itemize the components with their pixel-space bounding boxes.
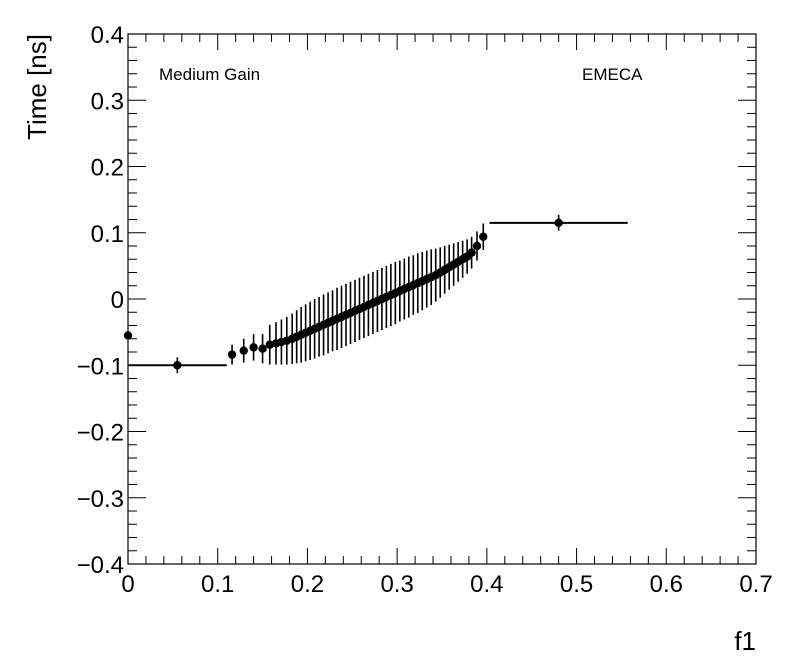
x-tick-label: 0.3 <box>380 571 413 598</box>
data-point-group <box>472 231 482 261</box>
data-point-group <box>265 324 274 365</box>
annotation-detector: EMECA <box>582 65 643 84</box>
x-tick-labels: 0 0.1 0.2 0.3 0.4 0.5 0.6 0.7 <box>121 571 772 598</box>
data-point-group <box>258 334 267 364</box>
x-tick-label: 0.4 <box>470 571 503 598</box>
data-point <box>227 350 237 359</box>
data-point <box>249 343 258 352</box>
x-tick-label: 0.5 <box>560 571 593 598</box>
data-point <box>265 340 274 349</box>
x-tick-label: 0.1 <box>201 571 234 598</box>
annotation-gain: Medium Gain <box>159 65 260 84</box>
data-point-group <box>249 334 258 361</box>
data-point <box>472 241 482 251</box>
data-point-group <box>479 223 488 250</box>
data-point-group <box>239 338 248 363</box>
y-axis-title: Time [ns] <box>22 34 52 140</box>
y-tick-label: −0.4 <box>77 552 124 579</box>
y-tick-label: 0.1 <box>91 221 124 248</box>
y-tick-label: 0 <box>111 287 124 314</box>
y-tick-labels: −0.4 −0.3 −0.2 −0.1 0 0.1 0.2 0.3 0.4 <box>77 22 124 579</box>
y-tick-label: −0.1 <box>77 353 124 380</box>
data-point-group <box>123 331 133 340</box>
x-tick-label: 0.2 <box>291 571 324 598</box>
y-tick-label: −0.2 <box>77 420 124 447</box>
data-point-group <box>467 236 476 269</box>
y-tick-label: 0.3 <box>91 88 124 115</box>
data-point <box>479 232 488 241</box>
x-tick-label: 0.6 <box>650 571 683 598</box>
plot-frame <box>127 33 757 565</box>
data-point-group <box>462 239 472 274</box>
data-points <box>123 214 628 374</box>
x-axis-title: f1 <box>734 626 756 656</box>
data-point-group <box>227 344 237 365</box>
x-tick-label: 0 <box>121 571 134 598</box>
data-point <box>173 361 182 370</box>
data-point-group <box>128 357 227 374</box>
data-point <box>554 218 563 228</box>
data-point <box>123 331 133 340</box>
x-tick-label: 0.7 <box>739 571 772 598</box>
y-tick-label: −0.3 <box>77 486 124 513</box>
y-tick-label: 0.4 <box>91 22 124 49</box>
data-point <box>239 346 248 355</box>
axis-ticks <box>127 33 757 565</box>
data-point <box>467 248 476 257</box>
data-point <box>258 344 267 353</box>
data-point-group <box>489 214 628 231</box>
y-tick-label: 0.2 <box>91 155 124 182</box>
